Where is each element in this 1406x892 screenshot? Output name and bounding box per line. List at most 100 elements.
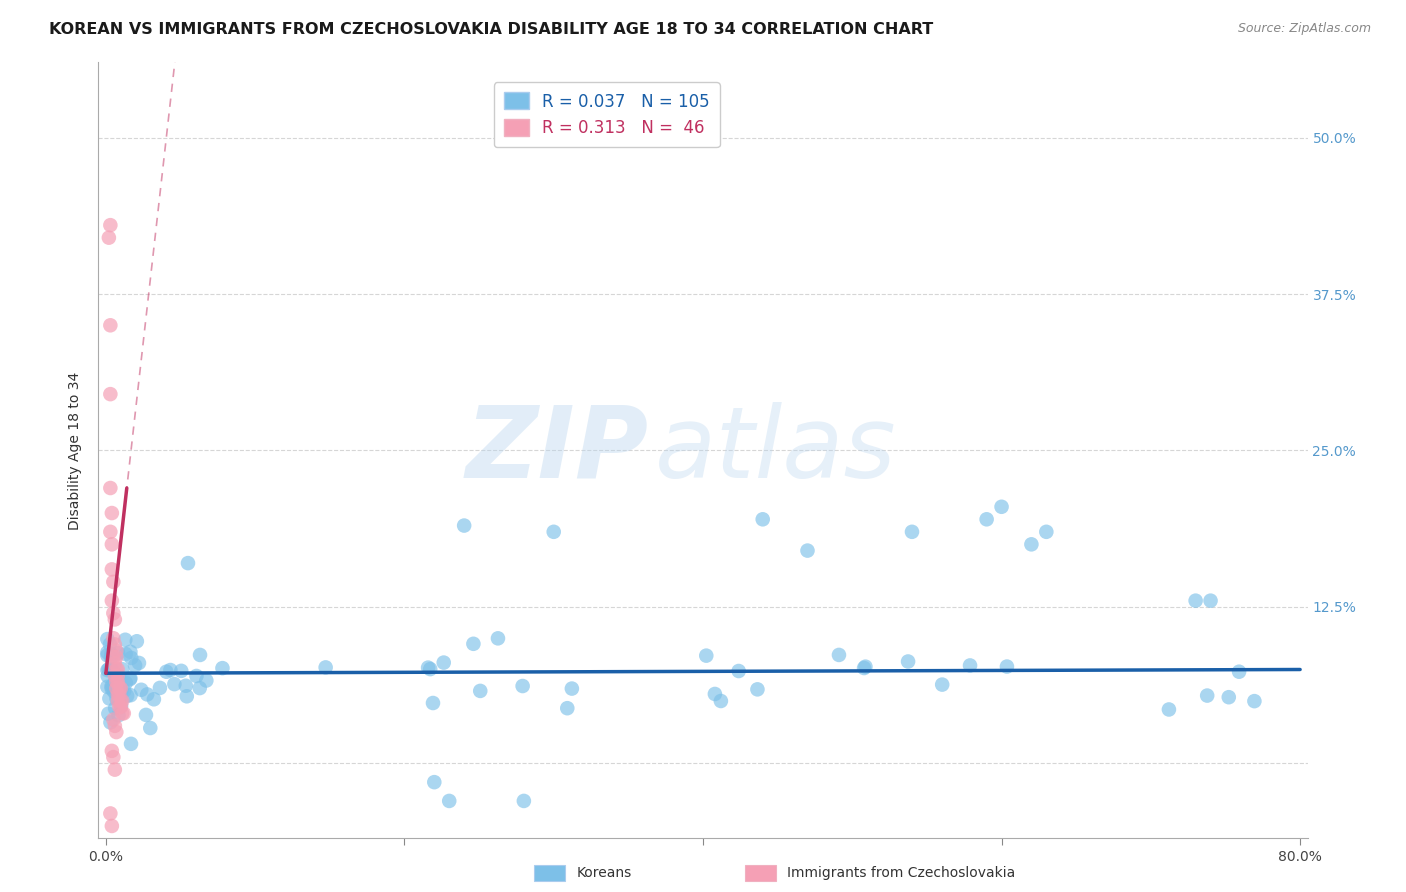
Point — [107, 669, 129, 683]
Point — [931, 677, 953, 691]
Point — [98, 318, 121, 333]
Point — [110, 700, 132, 714]
Point — [104, 657, 127, 671]
Point — [142, 692, 165, 706]
Point — [139, 721, 162, 735]
Point — [107, 663, 129, 677]
Point — [115, 676, 138, 690]
Point — [105, 650, 128, 665]
Point — [98, 387, 121, 401]
Point — [959, 658, 981, 673]
Point — [114, 632, 136, 647]
Point — [105, 644, 128, 658]
Point — [108, 700, 131, 714]
Point — [995, 659, 1018, 673]
Point — [1227, 665, 1250, 679]
Point — [174, 679, 197, 693]
Point — [100, 650, 122, 665]
Point — [104, 683, 127, 698]
Point — [120, 737, 142, 751]
Point — [111, 694, 134, 708]
Point — [101, 562, 124, 576]
Point — [96, 645, 118, 659]
Point — [104, 673, 127, 687]
Point — [105, 725, 128, 739]
Point — [98, 637, 121, 651]
Point — [100, 647, 122, 661]
Point — [135, 707, 157, 722]
Point — [159, 663, 181, 677]
Point — [111, 662, 134, 676]
Point — [100, 680, 122, 694]
Point — [853, 661, 876, 675]
Point — [155, 665, 177, 679]
Point — [96, 648, 118, 663]
Point — [105, 675, 128, 690]
Point — [124, 658, 146, 673]
Point — [695, 648, 717, 663]
Point — [104, 677, 127, 691]
Point — [118, 672, 141, 686]
Point — [433, 656, 456, 670]
Point — [103, 713, 125, 727]
Point — [105, 663, 128, 677]
Point — [125, 634, 148, 648]
Point — [796, 543, 818, 558]
Point — [107, 646, 129, 660]
Point — [727, 664, 749, 678]
Point — [470, 684, 492, 698]
Point — [129, 682, 152, 697]
Point — [103, 650, 125, 665]
Point — [901, 524, 924, 539]
Point — [976, 512, 998, 526]
Point — [423, 775, 446, 789]
Text: KOREAN VS IMMIGRANTS FROM CZECHOSLOVAKIA DISABILITY AGE 18 TO 34 CORRELATION CHA: KOREAN VS IMMIGRANTS FROM CZECHOSLOVAKIA… — [49, 22, 934, 37]
Point — [100, 681, 122, 696]
Point — [176, 690, 198, 704]
Point — [703, 687, 725, 701]
Point — [211, 661, 233, 675]
Text: Source: ZipAtlas.com: Source: ZipAtlas.com — [1237, 22, 1371, 36]
Point — [110, 694, 132, 708]
Point — [110, 684, 132, 698]
Point — [101, 662, 124, 676]
Point — [104, 701, 127, 715]
Point — [188, 681, 211, 695]
Point — [101, 679, 124, 693]
Point — [104, 669, 127, 683]
Point — [98, 691, 121, 706]
Text: Koreans: Koreans — [576, 866, 631, 880]
Point — [103, 684, 125, 698]
Point — [108, 681, 131, 696]
Text: ZIP: ZIP — [465, 402, 648, 499]
Point — [111, 706, 134, 721]
Point — [107, 675, 129, 690]
Point — [1199, 593, 1222, 607]
Point — [96, 632, 118, 646]
Point — [1197, 689, 1219, 703]
Point — [98, 806, 121, 821]
Point — [543, 524, 565, 539]
Point — [463, 637, 485, 651]
Point — [110, 681, 132, 696]
Point — [108, 688, 131, 702]
Point — [112, 683, 135, 698]
Point — [188, 648, 211, 662]
Point — [97, 669, 120, 683]
Point — [128, 656, 150, 670]
Point — [114, 647, 136, 661]
Point — [315, 660, 337, 674]
Point — [416, 660, 439, 674]
Point — [98, 481, 121, 495]
Point — [96, 680, 118, 694]
Point — [101, 593, 124, 607]
Point — [120, 688, 142, 702]
Point — [96, 663, 118, 677]
Point — [828, 648, 851, 662]
Point — [1218, 690, 1240, 705]
Point — [1035, 524, 1057, 539]
Point — [101, 744, 124, 758]
Point — [163, 677, 186, 691]
Point — [170, 664, 193, 678]
Legend: R = 0.037   N = 105, R = 0.313   N =  46: R = 0.037 N = 105, R = 0.313 N = 46 — [494, 82, 720, 147]
